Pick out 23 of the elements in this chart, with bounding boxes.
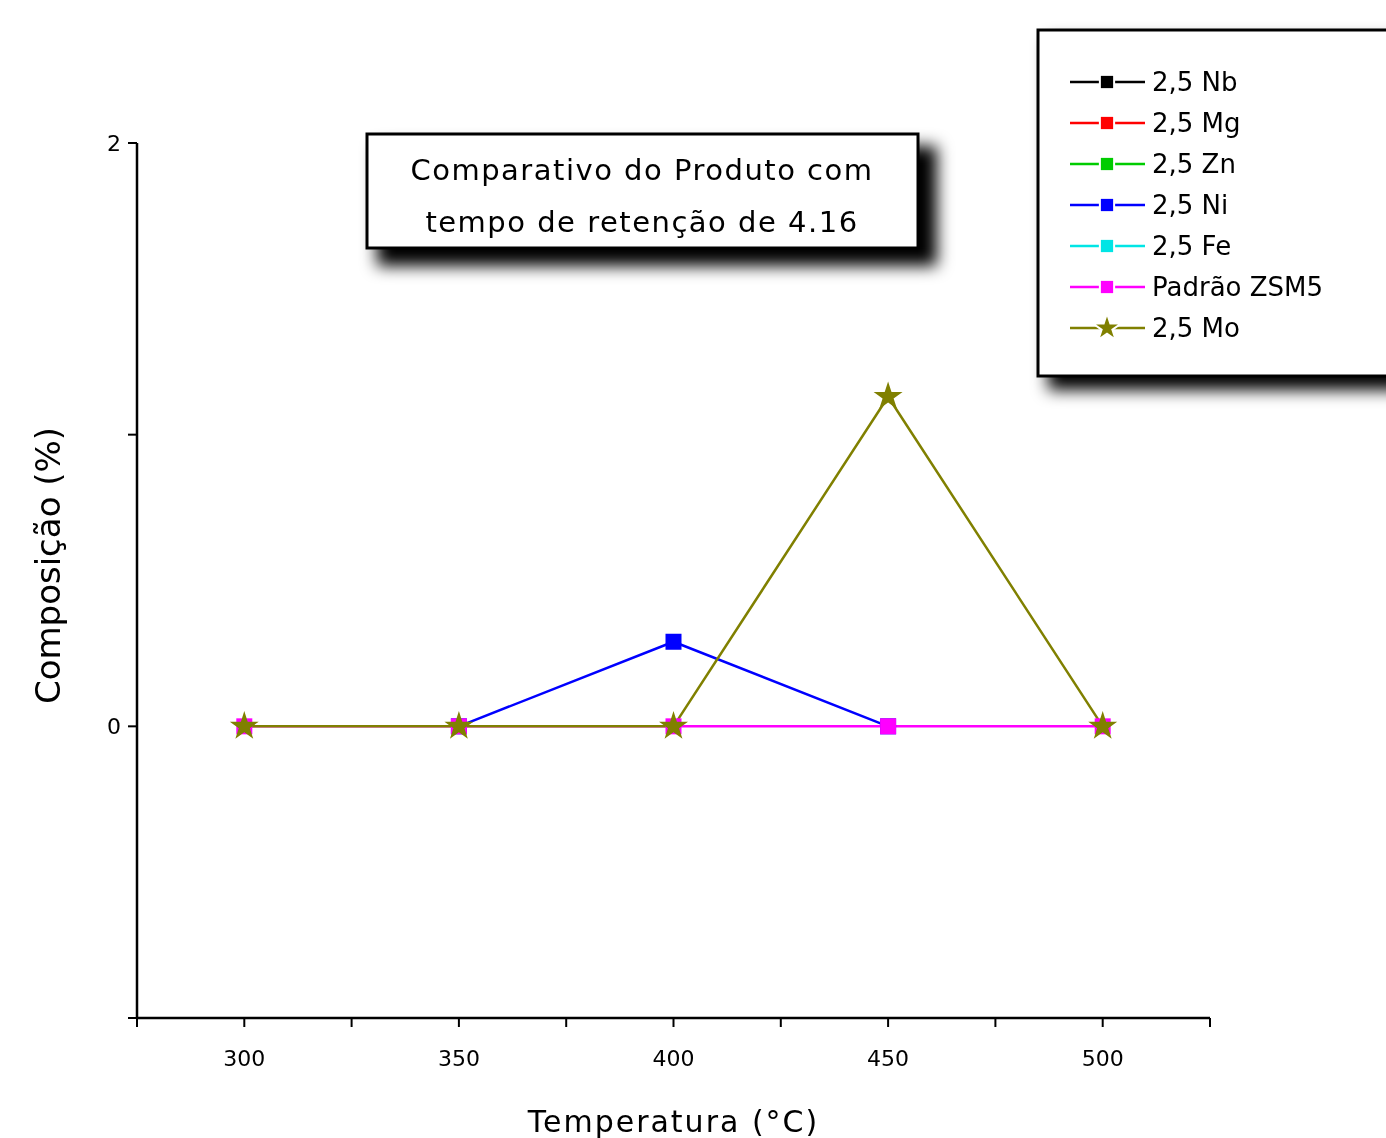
x-axis-title: Temperatura (°C) <box>526 1104 820 1138</box>
x-tick-label: 300 <box>223 1046 266 1071</box>
point <box>873 381 903 410</box>
x-tick-label: 400 <box>652 1046 695 1071</box>
legend-label: 2,5 Mg <box>1152 108 1241 138</box>
point <box>444 711 474 739</box>
legend-label: 2,5 Zn <box>1152 149 1236 179</box>
x-tick-label: 500 <box>1081 1046 1124 1071</box>
legend-label: 2,5 Mo <box>1152 313 1240 343</box>
point <box>229 711 259 739</box>
legend-label: 2,5 Ni <box>1152 190 1229 220</box>
point <box>1088 711 1118 739</box>
point <box>665 633 682 650</box>
legend-label: Padrão ZSM5 <box>1152 272 1324 302</box>
legend-label: 2,5 Fe <box>1152 231 1232 261</box>
x-tick-label: 350 <box>437 1046 480 1071</box>
y-axis-title: Composição (%) <box>28 426 68 705</box>
point <box>659 711 688 739</box>
text: Comparativo do Produto com tempo de retenção de 4.16 <box>410 153 874 239</box>
legend-label: 2,5 Nb <box>1152 67 1238 97</box>
y-tick-label: 0 <box>107 714 121 740</box>
y-tick-label: 2 <box>107 131 121 156</box>
x-tick-label: 450 <box>867 1046 910 1071</box>
